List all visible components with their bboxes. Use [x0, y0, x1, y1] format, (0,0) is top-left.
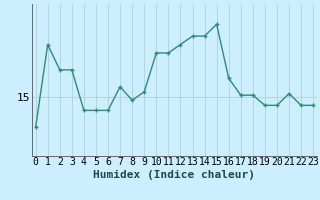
X-axis label: Humidex (Indice chaleur): Humidex (Indice chaleur)	[93, 170, 255, 180]
